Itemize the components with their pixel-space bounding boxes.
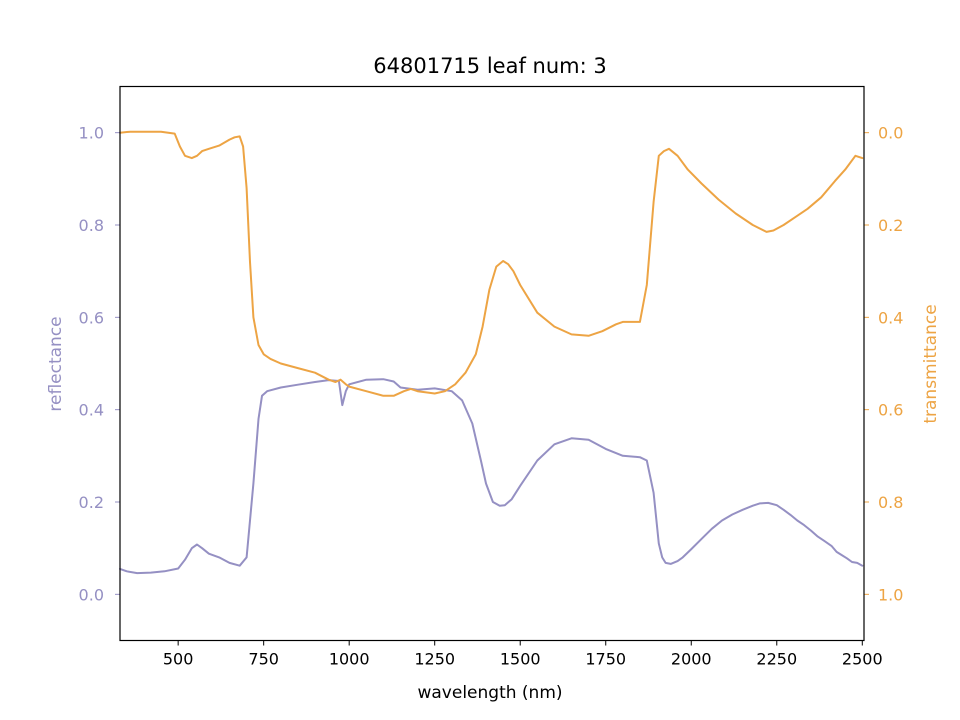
x-tick-label: 1250 bbox=[414, 650, 455, 669]
y2-tick-label: 0.0 bbox=[878, 124, 903, 143]
chart-title: 64801715 leaf num: 3 bbox=[373, 54, 606, 78]
plot-frame bbox=[119, 85, 865, 642]
y2-tick-label: 0.2 bbox=[878, 216, 903, 235]
series-line-transmittance bbox=[119, 130, 864, 397]
y-tick-label: 0.0 bbox=[79, 585, 104, 604]
y-tick-label: 0.6 bbox=[79, 308, 104, 327]
x-axis: 500 750 1000 1250 1500 1750 2000 2250 2500 bbox=[163, 640, 883, 669]
x-tick-label: 1750 bbox=[585, 650, 626, 669]
x-tick-label: 500 bbox=[163, 650, 194, 669]
x-tick-label: 2000 bbox=[671, 650, 712, 669]
y2-tick-label: 0.4 bbox=[878, 308, 903, 327]
y-tick-label: 1.0 bbox=[79, 124, 104, 143]
y-tick-label: 0.2 bbox=[79, 493, 104, 512]
y-tick-label: 0.4 bbox=[79, 401, 104, 420]
y2-tick-label: 0.8 bbox=[878, 493, 903, 512]
y-axis-right: 0.0 0.2 0.4 0.6 0.8 1.0 bbox=[864, 124, 903, 604]
x-tick-label: 1000 bbox=[329, 650, 370, 669]
y-axis-left: 0.0 0.2 0.4 0.6 0.8 1.0 bbox=[79, 124, 120, 604]
y-tick-label: 0.8 bbox=[79, 216, 104, 235]
x-tick-label: 2500 bbox=[842, 650, 883, 669]
y2-axis-title: transmittance bbox=[921, 304, 941, 423]
x-tick-label: 750 bbox=[248, 650, 279, 669]
x-axis-title: wavelength (nm) bbox=[417, 683, 562, 703]
plot-area bbox=[119, 130, 864, 575]
y2-tick-label: 1.0 bbox=[878, 585, 903, 604]
series-line-reflectance bbox=[119, 378, 864, 575]
y2-tick-label: 0.6 bbox=[878, 401, 903, 420]
y-axis-title: reflectance bbox=[46, 316, 66, 411]
x-tick-label: 2250 bbox=[756, 650, 797, 669]
x-tick-label: 1500 bbox=[500, 650, 541, 669]
